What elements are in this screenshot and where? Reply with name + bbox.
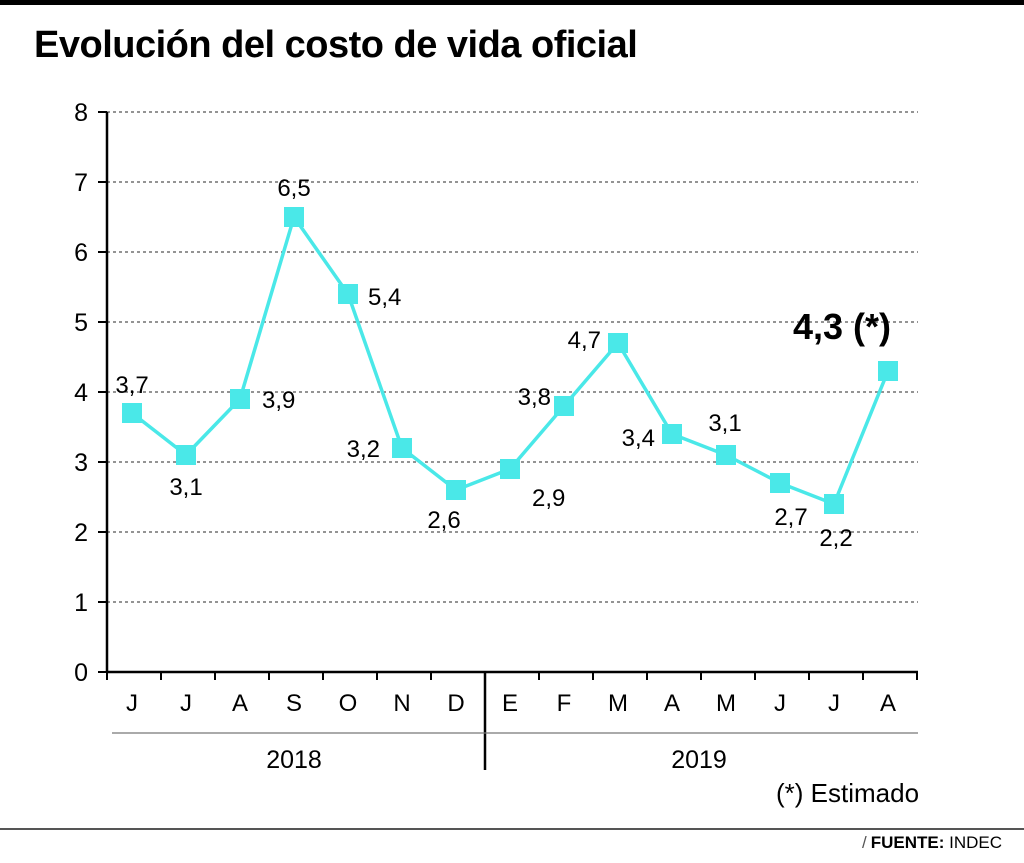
- x-tick-label: F: [557, 690, 572, 717]
- source-label: FUENTE:: [870, 833, 945, 852]
- x-tick-label: J: [180, 690, 192, 717]
- data-label: 4,7: [568, 327, 601, 354]
- y-tick-label: 0: [74, 659, 88, 687]
- data-marker: [500, 459, 520, 479]
- data-marker: [284, 207, 304, 227]
- y-tick-label: 6: [74, 239, 88, 267]
- data-label: 3,1: [169, 474, 202, 501]
- x-tick-label: J: [828, 690, 840, 717]
- year-label: 2018: [266, 746, 322, 774]
- x-tick-label: M: [608, 690, 628, 717]
- y-tick-label: 3: [74, 449, 88, 477]
- data-marker: [662, 424, 682, 444]
- y-tick-label: 8: [74, 99, 88, 127]
- data-label: 2,9: [532, 485, 565, 512]
- slash-glyph: /: [861, 833, 867, 852]
- highlight-data-label: 4,3 (*): [793, 306, 891, 347]
- x-tick-label: M: [716, 690, 736, 717]
- y-tick-label: 4: [74, 379, 88, 407]
- line-chart: 0 1 2 3 4 5 6 7 8 J J A S O N D E F M A M J J A 2018 2019 3,7 3,1 3,…: [74, 99, 918, 774]
- bottom-rule: [0, 828, 1024, 830]
- data-label: 3,8: [518, 384, 551, 411]
- data-marker: [230, 389, 250, 409]
- x-tick-label: O: [339, 690, 358, 717]
- data-marker: [122, 403, 142, 423]
- data-marker: [446, 480, 466, 500]
- y-tick-label: 7: [74, 169, 88, 197]
- data-label: 3,1: [708, 410, 741, 437]
- data-label: 6,5: [277, 175, 310, 202]
- x-tick-label: J: [126, 690, 138, 717]
- x-tick-label: N: [393, 690, 410, 717]
- data-label: 2,6: [427, 507, 460, 534]
- data-marker: [392, 438, 412, 458]
- data-marker: [554, 396, 574, 416]
- y-tick-label: 2: [74, 519, 88, 547]
- data-label: 2,2: [819, 525, 852, 552]
- data-label: 3,2: [347, 436, 380, 463]
- data-marker: [770, 473, 790, 493]
- top-rule: [0, 0, 1024, 5]
- x-tick-label: D: [447, 690, 464, 717]
- data-marker: [608, 333, 628, 353]
- x-tick-label: A: [664, 690, 680, 717]
- y-tick-label: 5: [74, 309, 88, 337]
- x-tick-label: E: [502, 690, 518, 717]
- data-marker: [338, 284, 358, 304]
- year-label: 2019: [671, 746, 727, 774]
- x-tick-label: A: [232, 690, 248, 717]
- source-credit: / FUENTE: INDEC: [862, 833, 1002, 853]
- y-tick-label: 1: [74, 589, 88, 617]
- data-marker: [176, 445, 196, 465]
- estimate-note: (*) Estimado: [776, 778, 920, 808]
- data-marker: [716, 445, 736, 465]
- data-label: 3,4: [622, 425, 655, 452]
- x-tick-label: S: [286, 690, 302, 717]
- data-label: 2,7: [774, 504, 807, 531]
- source-value: INDEC: [949, 833, 1002, 852]
- data-marker: [878, 361, 898, 381]
- data-label: 5,4: [368, 284, 401, 311]
- x-tick-label: A: [880, 690, 896, 717]
- x-tick-label: J: [774, 690, 786, 717]
- data-marker: [824, 494, 844, 514]
- data-label: 3,9: [262, 387, 295, 414]
- data-label: 3,7: [115, 372, 148, 399]
- chart-title: Evolución del costo de vida oficial: [34, 24, 638, 66]
